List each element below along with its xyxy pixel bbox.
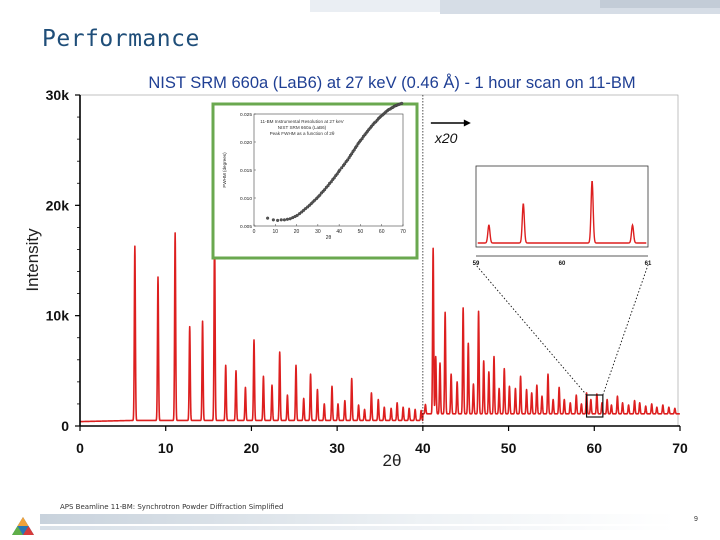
fwhm-point — [266, 216, 270, 220]
fwhm-x-tick-label: 60 — [379, 229, 385, 235]
x-tick-label: 20 — [244, 440, 260, 456]
fwhm-point — [329, 180, 333, 184]
fwhm-inset: 0 10 20 30 40 50 60 70 0.005 0.010 0.015 0.020 0.025… — [211, 101, 419, 260]
fwhm-legend-line: Peak FWHM as a function of 2θ — [270, 131, 335, 136]
slide-title: Performance — [42, 26, 200, 52]
fwhm-y-tick-label: 0.015 — [240, 168, 252, 174]
fwhm-point — [313, 198, 317, 202]
fwhm-point — [298, 212, 302, 216]
diffraction-chart: NIST SRM 660a (LaB6) at 27 keV (0.46 Å) … — [23, 73, 688, 470]
magnification-marker: x20 — [422, 95, 471, 426]
fwhm-point — [326, 184, 330, 188]
fwhm-y-tick-label: 0.020 — [240, 140, 252, 146]
y-tick-label: 10k — [46, 308, 70, 324]
fwhm-x-tick-label: 70 — [400, 229, 406, 235]
fwhm-point — [338, 168, 342, 172]
fwhm-point — [340, 166, 344, 170]
fwhm-y-tick-label: 0.005 — [240, 224, 252, 230]
footer-text: APS Beamline 11-BM: Synchrotron Powder D… — [60, 503, 284, 511]
zoom-tick-label: 59 — [473, 261, 480, 267]
zoom-pattern-line — [477, 181, 647, 244]
fwhm-point — [295, 213, 299, 217]
zoom-inset: 59 60 61 — [473, 165, 652, 418]
footer-bar-secondary — [40, 526, 676, 530]
fwhm-point — [400, 101, 404, 105]
diffraction-pattern — [80, 232, 680, 423]
fwhm-point — [288, 217, 292, 221]
fwhm-legend-line: NIST SRM 660a (LaB6) — [278, 125, 327, 130]
footer-bar — [40, 514, 676, 524]
zoom-source-box — [585, 394, 604, 418]
pattern-line — [80, 232, 680, 423]
fwhm-point — [335, 172, 339, 176]
plot-area: x20 — [79, 94, 680, 427]
zoom-connector-left — [475, 264, 587, 396]
fwhm-x-tick-label: 30 — [315, 229, 321, 235]
fwhm-point — [343, 162, 347, 166]
fwhm-point — [285, 217, 289, 221]
x-tick-label: 0 — [76, 440, 84, 456]
chart-title: NIST SRM 660a (LaB6) at 27 keV (0.46 Å) … — [148, 73, 635, 92]
axes: 0 10 20 30 40 50 60 70 0 10k 20k 30k 2θ Intensity — [23, 87, 688, 470]
zoom-tick-label: 61 — [645, 261, 652, 267]
y-tick-label: 20k — [46, 197, 70, 213]
fwhm-y-axis-title: FWHM (degrees) — [222, 152, 227, 188]
fwhm-point — [332, 176, 336, 180]
fwhm-point — [302, 208, 306, 212]
fwhm-x-tick-label: 0 — [253, 229, 256, 235]
zoom-connector-right — [602, 264, 649, 396]
fwhm-point — [276, 218, 280, 222]
x-tick-label: 70 — [672, 440, 688, 456]
fwhm-x-tick-label: 10 — [273, 229, 279, 235]
fwhm-legend-line: 11-BM Instrumental Resolution at 27 keV — [260, 119, 344, 124]
fwhm-x-tick-label: 50 — [358, 229, 364, 235]
x-tick-label: 30 — [329, 440, 345, 456]
y-tick-label: 30k — [46, 87, 70, 103]
fwhm-point — [346, 158, 350, 162]
y-tick-label: 0 — [61, 418, 69, 434]
fwhm-x-tick-label: 40 — [336, 229, 342, 235]
fwhm-point — [282, 218, 286, 222]
header-decoration — [310, 0, 720, 14]
fwhm-y-tick-label: 0.025 — [240, 112, 252, 118]
fwhm-inset-frame — [211, 102, 419, 260]
zoom-inset-frame — [475, 165, 649, 248]
x-tick-label: 40 — [415, 440, 431, 456]
fwhm-point — [318, 193, 322, 197]
magnification-label: x20 — [434, 130, 458, 146]
fwhm-point — [279, 218, 283, 222]
y-axis-title: Intensity — [23, 228, 42, 292]
fwhm-point — [303, 207, 308, 211]
page-number: 9 — [694, 516, 698, 523]
fwhm-y-tick-label: 0.010 — [240, 196, 252, 202]
x-tick-label: 10 — [158, 440, 174, 456]
x-axis-title: 2θ — [383, 451, 402, 470]
fwhm-x-tick-label: 20 — [294, 229, 300, 235]
x-tick-label: 60 — [586, 440, 602, 456]
x-tick-label: 50 — [501, 440, 517, 456]
fwhm-point — [306, 205, 310, 209]
aps-logo-icon — [12, 517, 34, 535]
zoom-tick-label: 60 — [559, 261, 566, 267]
fwhm-point — [300, 210, 304, 214]
fwhm-point — [271, 218, 275, 222]
fwhm-x-axis-title: 2θ — [326, 235, 332, 241]
fwhm-point — [323, 188, 327, 192]
magnification-arrow-head — [463, 119, 471, 127]
